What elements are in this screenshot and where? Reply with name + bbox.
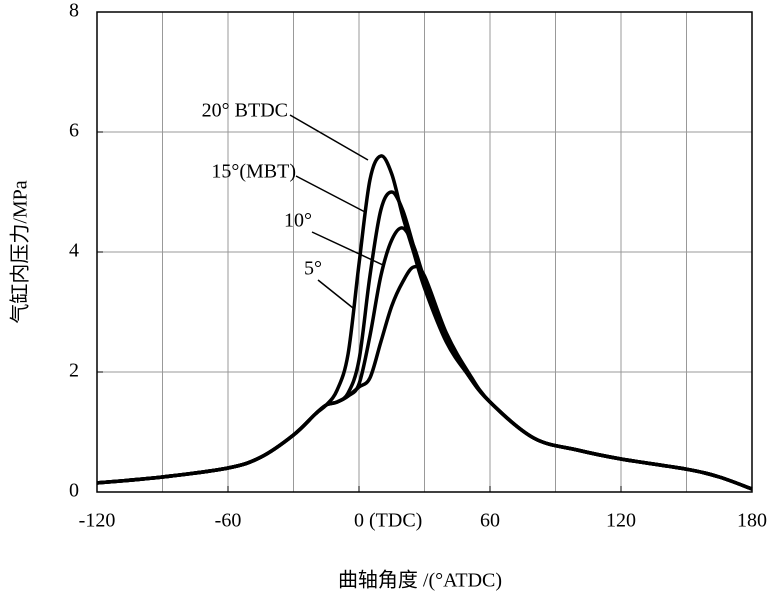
x-tick-label: -60: [215, 510, 242, 532]
series-line: [96, 264, 753, 491]
x-tick-label: 180: [737, 510, 767, 532]
leader-line: [317, 279, 354, 309]
y-tick-label: 8: [69, 0, 79, 22]
y-tick-label: 0: [69, 480, 79, 502]
leader-line: [289, 114, 369, 161]
y-tick-label: 4: [69, 240, 79, 262]
leader-line: [311, 231, 384, 266]
series-label: 10°: [284, 210, 312, 232]
x-axis-label: 曲轴角度 /(°ATDC): [338, 569, 502, 592]
x-tick-label: 120: [606, 510, 636, 532]
leader-line: [295, 175, 366, 213]
series-label: 5°: [304, 258, 322, 280]
y-axis-label: 气缸内压力/MPa: [9, 180, 32, 323]
x-tick-label: 60: [480, 510, 500, 532]
y-tick-label: 2: [69, 360, 79, 382]
x-tick-label: 0 (TDC): [354, 510, 422, 532]
y-tick-label: 6: [69, 120, 79, 142]
x-tick-label: -120: [79, 510, 116, 532]
series-label: 20° BTDC: [202, 100, 288, 122]
series-label: 15°(MBT): [211, 161, 296, 183]
